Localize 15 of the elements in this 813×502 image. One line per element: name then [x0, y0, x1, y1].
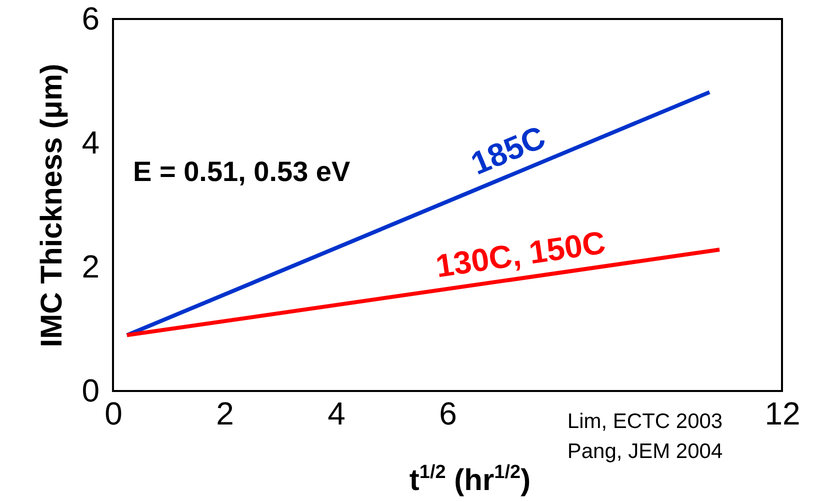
y-tick-label: 0 [82, 372, 100, 408]
annotation: E = 0.51, 0.53 eV [133, 156, 350, 187]
y-tick-label: 6 [82, 0, 100, 36]
x-tick-label: 4 [328, 396, 346, 432]
text: Lim, ECTC 2003 [567, 410, 723, 433]
x-tick-label: 12 [764, 396, 800, 432]
x-tick-label: 2 [216, 396, 234, 432]
text: 130C, 150C [433, 224, 608, 284]
y-axis-title: IMC Thickness (μm) [36, 64, 69, 348]
text: 185C [466, 118, 550, 182]
y-tick-label: 2 [82, 248, 100, 284]
text: Pang, JEM 2004 [567, 440, 723, 463]
x-tick-label: 6 [439, 396, 457, 432]
y-tick-label: 4 [82, 124, 100, 160]
x-tick-label: 0 [104, 396, 122, 432]
